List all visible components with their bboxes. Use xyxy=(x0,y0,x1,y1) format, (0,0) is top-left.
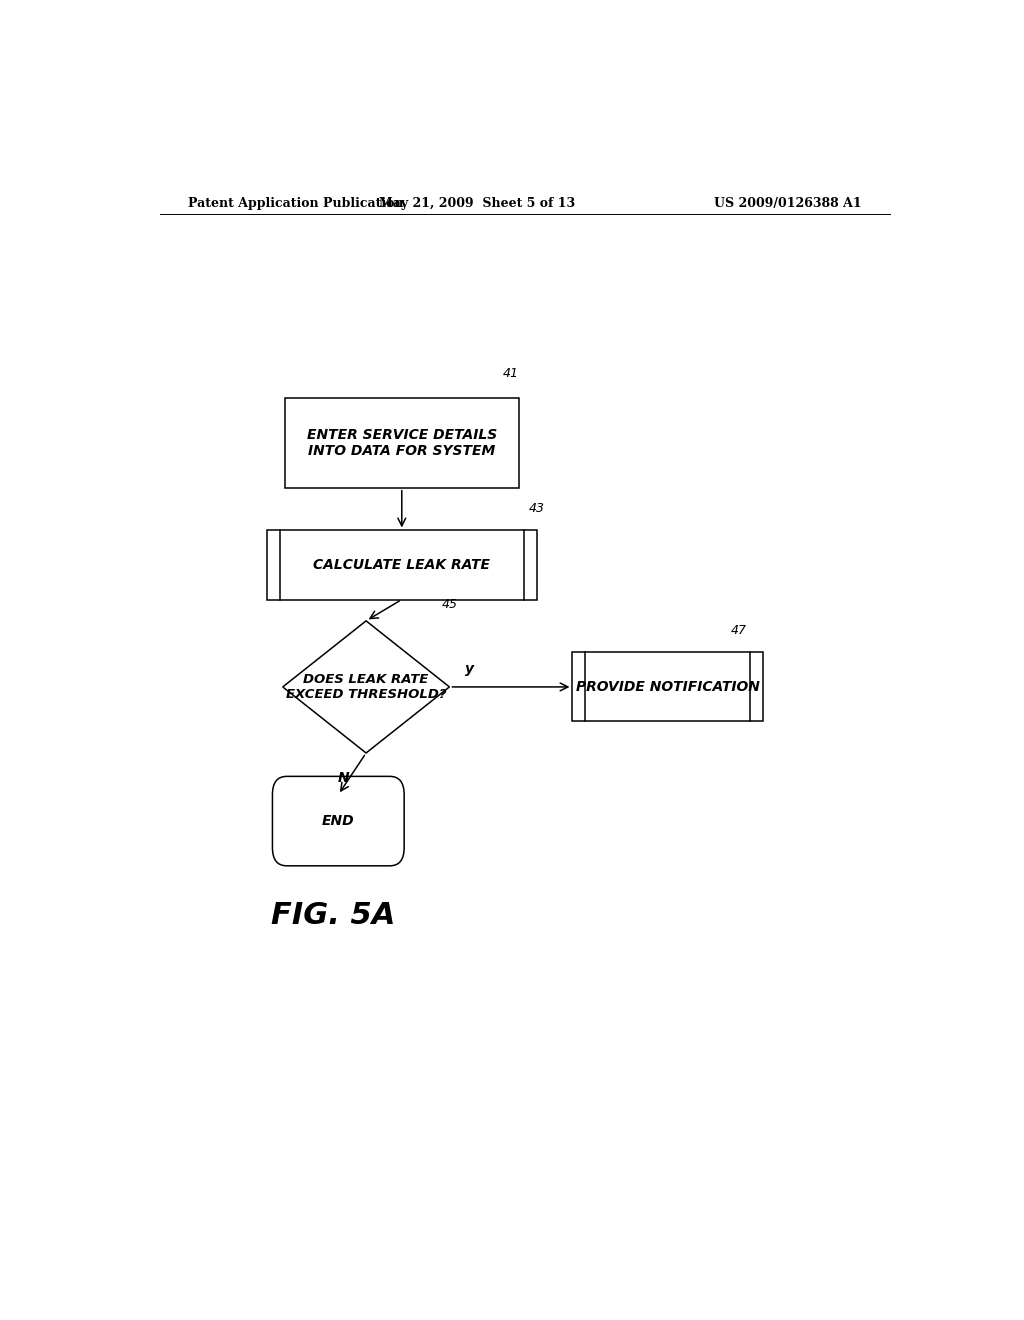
Text: 45: 45 xyxy=(441,598,458,611)
Text: 43: 43 xyxy=(528,502,545,515)
FancyBboxPatch shape xyxy=(572,652,763,722)
Text: ENTER SERVICE DETAILS
INTO DATA FOR SYSTEM: ENTER SERVICE DETAILS INTO DATA FOR SYST… xyxy=(306,428,497,458)
Text: US 2009/0126388 A1: US 2009/0126388 A1 xyxy=(715,197,862,210)
FancyBboxPatch shape xyxy=(267,531,537,599)
Text: N: N xyxy=(338,771,349,785)
Text: DOES LEAK RATE
EXCEED THRESHOLD?: DOES LEAK RATE EXCEED THRESHOLD? xyxy=(286,673,446,701)
FancyBboxPatch shape xyxy=(272,776,404,866)
FancyBboxPatch shape xyxy=(285,399,519,487)
Text: Patent Application Publication: Patent Application Publication xyxy=(187,197,403,210)
Text: FIG. 5A: FIG. 5A xyxy=(270,902,395,931)
Text: PROVIDE NOTIFICATION: PROVIDE NOTIFICATION xyxy=(575,680,760,694)
Polygon shape xyxy=(283,620,450,752)
Text: y: y xyxy=(465,661,474,676)
Text: May 21, 2009  Sheet 5 of 13: May 21, 2009 Sheet 5 of 13 xyxy=(379,197,575,210)
Text: END: END xyxy=(322,814,354,828)
Text: 41: 41 xyxy=(503,367,519,380)
Text: 47: 47 xyxy=(731,624,748,638)
Text: CALCULATE LEAK RATE: CALCULATE LEAK RATE xyxy=(313,558,490,572)
